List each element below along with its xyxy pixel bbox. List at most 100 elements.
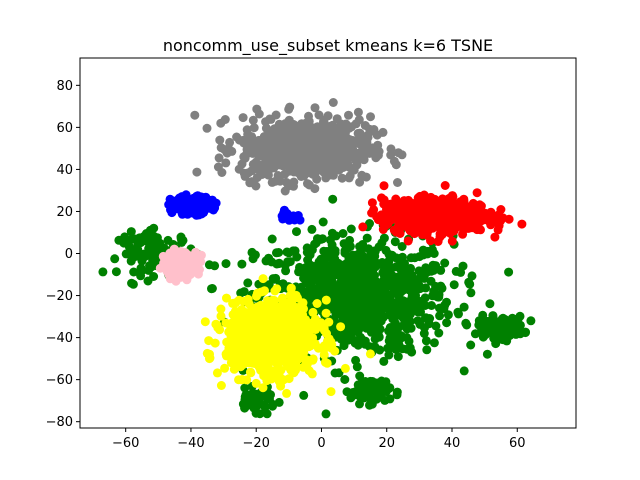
cluster-1-point <box>337 142 347 152</box>
cluster-3-point <box>322 358 332 368</box>
cluster-0-point <box>149 232 159 242</box>
cluster-4-point <box>285 213 295 223</box>
cluster-0-point <box>405 316 415 326</box>
cluster-3-point <box>291 365 300 375</box>
cluster-0-point <box>380 395 390 405</box>
cluster-0-point <box>376 281 386 291</box>
cluster-3-point <box>272 284 282 294</box>
cluster-0-point <box>137 266 147 276</box>
cluster-0-point <box>420 323 429 333</box>
cluster-0-point <box>278 279 288 289</box>
cluster-0-point <box>499 314 509 324</box>
cluster-0-point <box>340 375 350 384</box>
cluster-2-point <box>403 236 413 246</box>
cluster-3-point <box>365 349 375 359</box>
cluster-0-point <box>362 290 371 300</box>
cluster-0-point <box>440 258 450 268</box>
cluster-3-point <box>216 311 226 321</box>
cluster-0-point <box>414 303 424 313</box>
cluster-1-point <box>315 146 325 156</box>
cluster-1-point <box>215 135 225 145</box>
cluster-0-point <box>292 227 301 237</box>
cluster-1-point <box>321 173 331 183</box>
y-tick-label: −20 <box>46 289 73 304</box>
cluster-0-point <box>358 318 368 328</box>
cluster-0-point <box>132 245 142 255</box>
cluster-3-point <box>230 306 240 316</box>
cluster-0-point <box>434 328 444 338</box>
cluster-0-point <box>237 259 247 269</box>
cluster-0-point <box>359 243 368 253</box>
cluster-1-point <box>192 167 202 177</box>
cluster-3-point <box>243 296 253 306</box>
cluster-3-point <box>298 352 308 362</box>
cluster-0-point <box>351 318 361 328</box>
cluster-3-point <box>257 324 266 334</box>
cluster-3-point <box>253 360 263 369</box>
cluster-1-point <box>271 138 281 148</box>
cluster-0-point <box>377 238 387 248</box>
cluster-4-point <box>190 205 200 215</box>
cluster-3-point <box>321 308 331 318</box>
cluster-3-point <box>251 378 261 388</box>
cluster-4-point <box>278 214 288 224</box>
cluster-2-point <box>414 215 424 224</box>
cluster-5-point <box>169 244 179 254</box>
cluster-3-point <box>228 298 238 308</box>
cluster-3-point <box>200 317 210 327</box>
cluster-1-point <box>251 181 261 191</box>
cluster-2-point <box>472 188 482 198</box>
cluster-0-point <box>353 295 363 305</box>
cluster-0-point <box>204 260 214 270</box>
cluster-1-point <box>280 186 290 196</box>
cluster-1-point <box>289 167 299 177</box>
cluster-0-point <box>376 385 385 395</box>
cluster-1-point <box>248 159 258 169</box>
cluster-0-point <box>336 334 346 344</box>
cluster-1-point <box>341 119 351 129</box>
cluster-1-point <box>217 168 227 177</box>
cluster-0-point <box>513 314 523 323</box>
cluster-0-point <box>246 396 256 406</box>
cluster-0-point <box>491 339 501 349</box>
cluster-0-point <box>421 336 431 346</box>
cluster-0-point <box>417 271 427 281</box>
cluster-1-point <box>358 154 368 164</box>
cluster-0-point <box>470 329 480 339</box>
cluster-0-point <box>396 278 406 288</box>
cluster-2-point <box>472 218 482 228</box>
cluster-1-point <box>221 146 231 156</box>
cluster-1-point <box>393 178 402 187</box>
cluster-0-point <box>398 297 408 307</box>
cluster-3-point <box>293 293 302 303</box>
cluster-1-point <box>270 124 280 134</box>
cluster-0-point <box>267 234 277 244</box>
cluster-1-point <box>243 129 253 139</box>
cluster-1-point <box>267 177 277 187</box>
cluster-2-point <box>432 205 442 214</box>
cluster-5-point <box>190 254 200 264</box>
cluster-0-point <box>434 292 444 302</box>
cluster-1-point <box>305 125 315 135</box>
cluster-0-point <box>360 268 370 278</box>
cluster-0-point <box>330 246 340 255</box>
cluster-2-point <box>379 181 389 191</box>
cluster-0-point <box>98 267 108 277</box>
cluster-3-point <box>336 322 346 332</box>
cluster-2-point <box>400 221 410 231</box>
cluster-3-point <box>298 310 308 320</box>
cluster-0-point <box>338 314 348 324</box>
cluster-3-point <box>282 388 292 398</box>
cluster-2-point <box>419 190 429 200</box>
cluster-0-point <box>321 409 331 419</box>
cluster-0-point <box>429 338 439 348</box>
cluster-0-point <box>298 266 308 275</box>
cluster-0-point <box>368 324 378 334</box>
cluster-0-point <box>238 399 248 409</box>
cluster-5-point <box>180 248 190 257</box>
cluster-3-point <box>224 340 234 350</box>
cluster-0-point <box>337 267 346 277</box>
cluster-2-point <box>369 205 379 215</box>
cluster-0-point <box>335 280 345 290</box>
cluster-2-point <box>455 204 465 214</box>
